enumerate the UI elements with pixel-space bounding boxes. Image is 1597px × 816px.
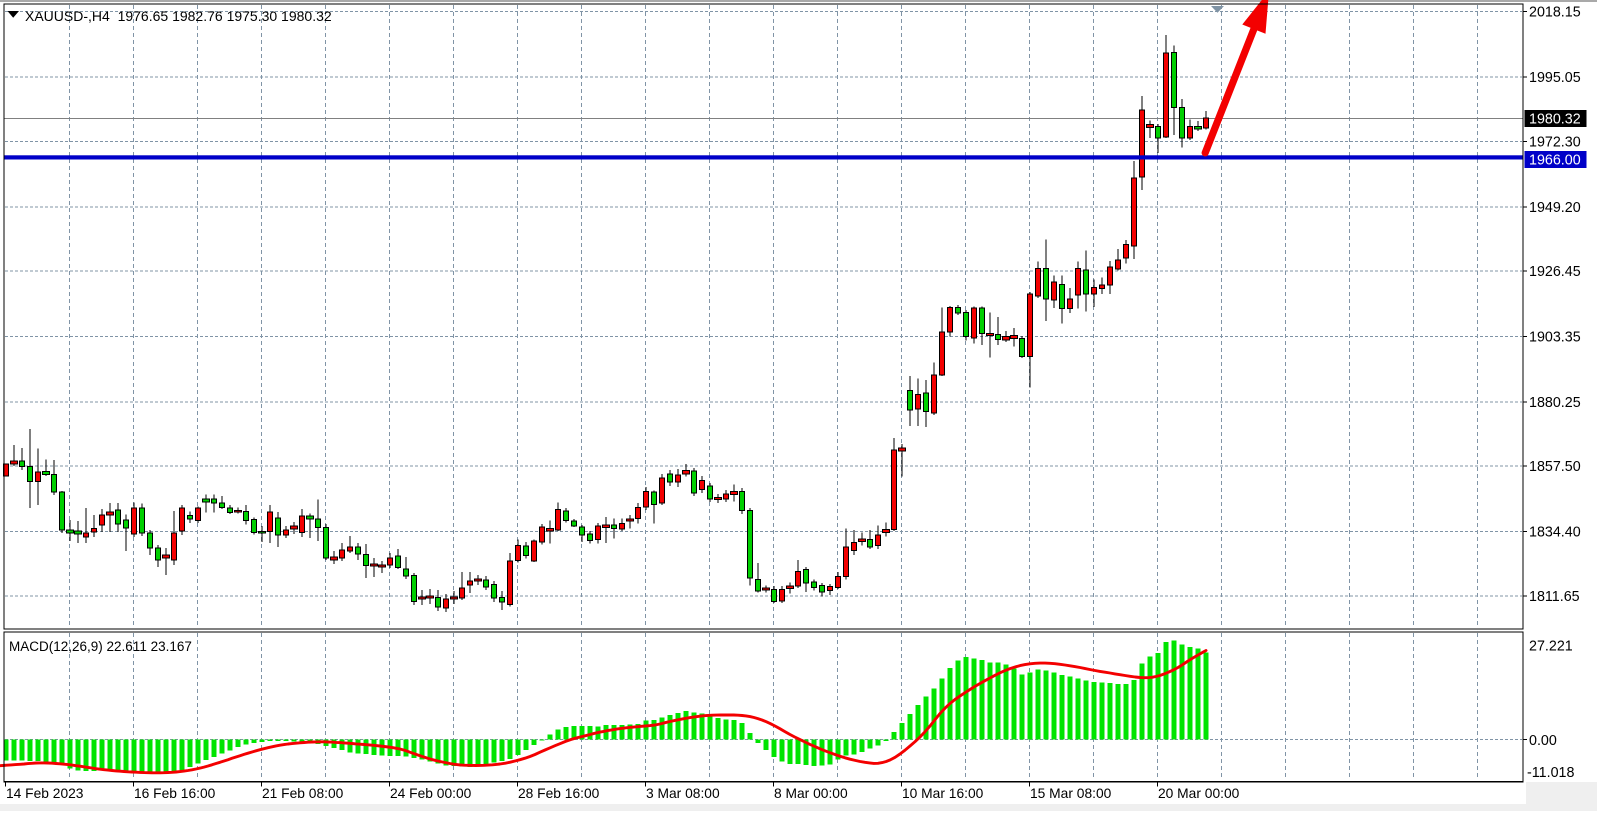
svg-text:0.00: 0.00	[1529, 733, 1557, 749]
svg-text:24 Feb 00:00: 24 Feb 00:00	[390, 786, 472, 801]
svg-text:1880.25: 1880.25	[1529, 395, 1581, 411]
svg-text:16 Feb 16:00: 16 Feb 16:00	[134, 786, 216, 801]
svg-text:1926.45: 1926.45	[1529, 264, 1581, 280]
svg-text:-11.018: -11.018	[1527, 765, 1574, 781]
svg-text:1966.00: 1966.00	[1529, 153, 1581, 169]
svg-text:1949.20: 1949.20	[1529, 200, 1581, 216]
svg-text:1903.35: 1903.35	[1529, 330, 1581, 346]
svg-text:14 Feb 2023: 14 Feb 2023	[6, 786, 84, 801]
svg-text:28 Feb 16:00: 28 Feb 16:00	[518, 786, 600, 801]
svg-text:1811.65: 1811.65	[1529, 589, 1580, 605]
svg-text:1857.50: 1857.50	[1529, 459, 1581, 475]
svg-text:3 Mar 08:00: 3 Mar 08:00	[646, 786, 720, 801]
svg-text:15 Mar 08:00: 15 Mar 08:00	[1030, 786, 1112, 801]
svg-text:10 Mar 16:00: 10 Mar 16:00	[902, 786, 984, 801]
svg-text:1995.05: 1995.05	[1529, 70, 1581, 86]
svg-text:XAUUSD-,H4 1976.65 1982.76 19: XAUUSD-,H4 1976.65 1982.76 1975.30 1980.…	[25, 8, 332, 24]
svg-text:1980.32: 1980.32	[1529, 112, 1581, 128]
svg-text:1972.30: 1972.30	[1529, 135, 1581, 151]
svg-text:20 Mar 00:00: 20 Mar 00:00	[1158, 786, 1240, 801]
svg-text:21 Feb 08:00: 21 Feb 08:00	[262, 786, 344, 801]
svg-text:2018.15: 2018.15	[1529, 5, 1581, 21]
svg-text:8 Mar 00:00: 8 Mar 00:00	[774, 786, 848, 801]
svg-text:MACD(12,26,9) 22.611 23.167: MACD(12,26,9) 22.611 23.167	[9, 639, 192, 654]
svg-text:27.221: 27.221	[1529, 638, 1573, 654]
svg-text:1834.40: 1834.40	[1529, 525, 1581, 541]
